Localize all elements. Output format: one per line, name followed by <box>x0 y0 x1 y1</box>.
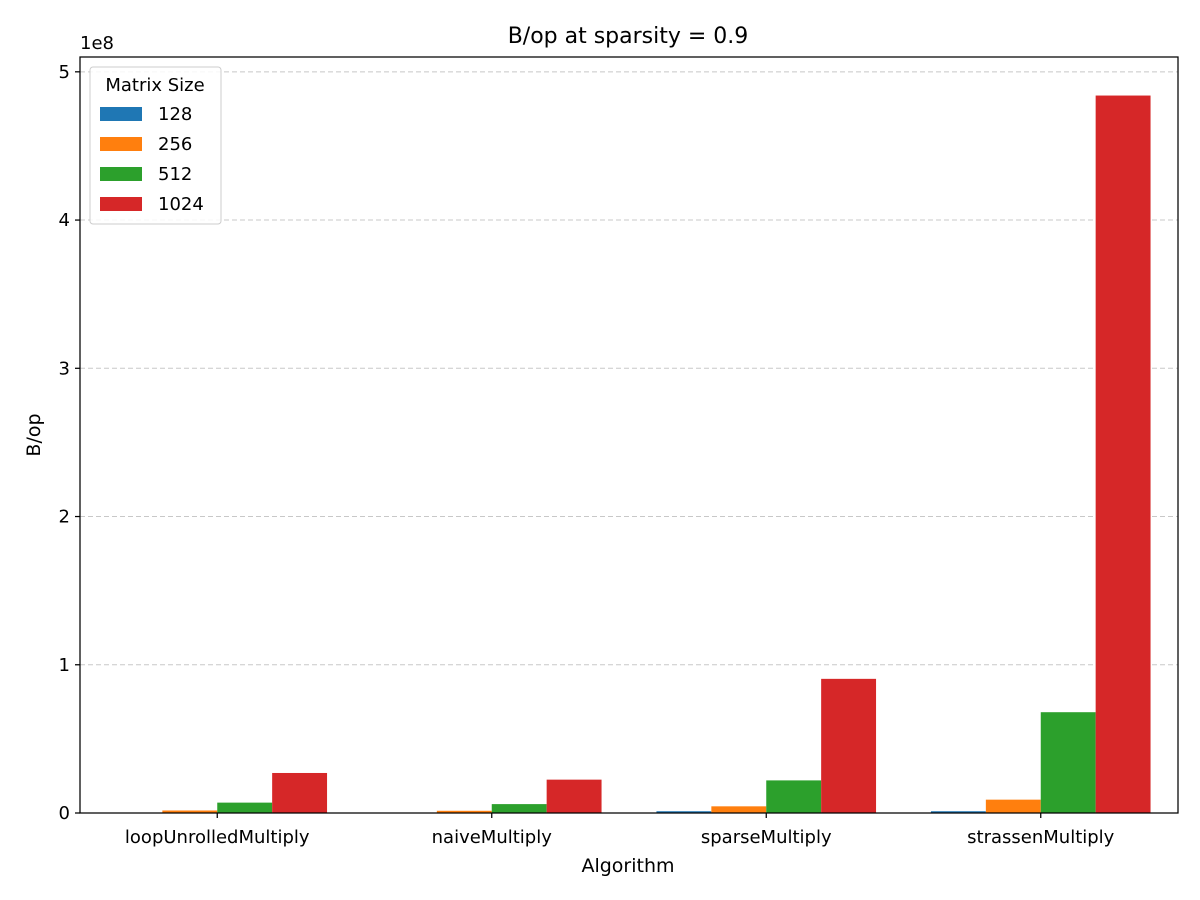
bar-loopUnrolledMultiply-1024 <box>272 772 328 813</box>
y-offset-label: 1e8 <box>80 33 114 54</box>
y-tick-label: 4 <box>59 210 70 231</box>
legend-box <box>89 66 222 225</box>
bar-sparseMultiply-1024 <box>821 678 877 813</box>
grid-lines <box>80 71 1178 666</box>
bar-strassenMultiply-128 <box>930 811 986 813</box>
legend-label-128: 128 <box>158 104 192 125</box>
x-axis-label: Algorithm <box>581 855 674 877</box>
legend-swatch-256 <box>100 137 142 151</box>
legend-label-512: 512 <box>158 164 192 185</box>
y-tick-label: 5 <box>59 62 70 83</box>
y-axis: 0 1 2 3 4 5 <box>59 62 80 824</box>
legend-swatch-128 <box>100 107 142 121</box>
bars <box>107 95 1151 813</box>
legend-title: Matrix Size <box>105 75 204 96</box>
x-axis: loopUnrolledMultiply naiveMultiply sparseM… <box>125 813 1115 848</box>
plot-frame <box>79 56 1179 814</box>
legend-label-256: 256 <box>158 134 192 155</box>
bar-naiveMultiply-512 <box>491 804 547 813</box>
legend-swatch-1024 <box>100 197 142 211</box>
y-tick-label: 0 <box>59 803 70 824</box>
bar-naiveMultiply-1024 <box>546 779 602 813</box>
x-tick-label: loopUnrolledMultiply <box>125 827 310 848</box>
bar-strassenMultiply-1024 <box>1095 95 1151 813</box>
bar-sparseMultiply-256 <box>711 806 767 813</box>
legend: Matrix Size 128 256 512 1024 <box>89 66 222 225</box>
bar-strassenMultiply-512 <box>1040 712 1096 813</box>
x-tick-label: sparseMultiply <box>701 827 832 848</box>
x-tick-label: naiveMultiply <box>432 827 553 848</box>
bar-loopUnrolledMultiply-256 <box>162 810 218 813</box>
y-tick-label: 3 <box>59 358 70 379</box>
legend-swatch-512 <box>100 167 142 181</box>
y-axis-label: B/op <box>23 413 45 456</box>
bar-sparseMultiply-128 <box>656 811 712 813</box>
bar-strassenMultiply-256 <box>985 799 1041 813</box>
x-tick-label: strassenMultiply <box>967 827 1115 848</box>
bar-sparseMultiply-512 <box>766 780 822 813</box>
y-tick-label: 2 <box>59 507 70 528</box>
legend-label-1024: 1024 <box>158 194 204 215</box>
y-tick-label: 1 <box>59 655 70 676</box>
bar-loopUnrolledMultiply-512 <box>217 802 273 813</box>
bar-naiveMultiply-256 <box>436 810 492 813</box>
legend-items: 128 256 512 1024 <box>100 104 204 215</box>
chart-title: B/op at sparsity = 0.9 <box>508 24 749 49</box>
